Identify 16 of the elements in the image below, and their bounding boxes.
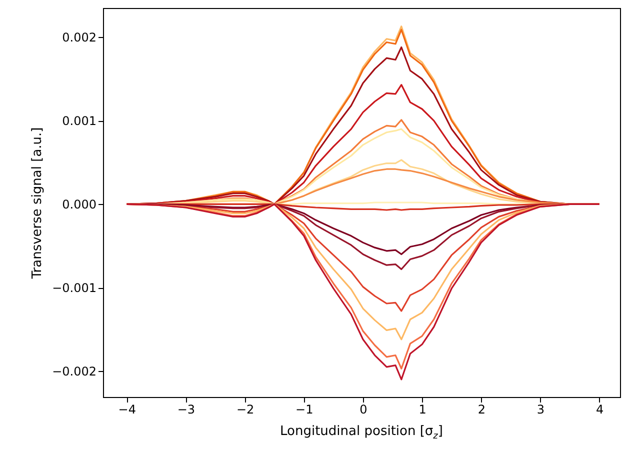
y-tick-label: 0.002 (62, 30, 96, 45)
x-axis-title: Longitudinal position [σ$_{z}$] (279, 424, 444, 442)
y-tick-label: −0.001 (52, 281, 96, 296)
x-tick-label: 0 (360, 402, 368, 416)
x-tick-label: 3 (536, 402, 545, 416)
y-tick-label: −0.002 (52, 364, 96, 379)
x-tick-label: 1 (418, 402, 426, 416)
x-tick-label: −2 (236, 402, 254, 416)
y-tick-label: 0.000 (62, 198, 96, 212)
y-axis-title: Transverse signal [a.u.] (30, 127, 46, 280)
y-tick-label: 0.001 (62, 114, 96, 128)
x-tick-label: 2 (478, 402, 486, 416)
x-tick-label: −3 (177, 402, 196, 416)
x-tick-label: −4 (118, 402, 136, 416)
x-tick-label: 4 (596, 402, 604, 416)
x-tick-label: −1 (296, 402, 314, 416)
